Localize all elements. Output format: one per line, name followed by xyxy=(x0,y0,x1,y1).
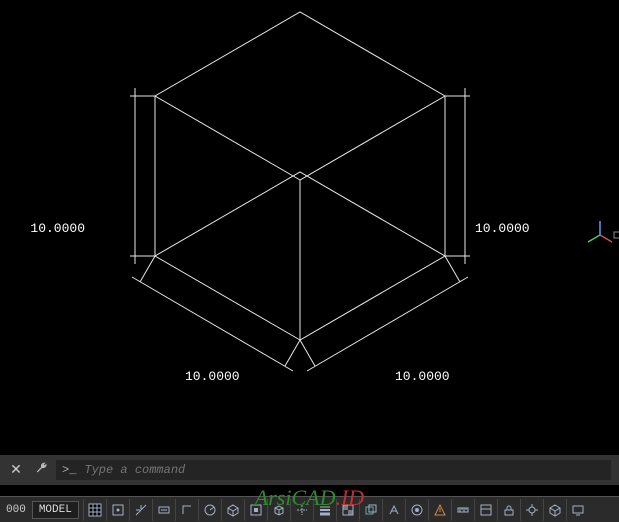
command-prompt-icon: >_ xyxy=(62,463,76,477)
infer-icon[interactable] xyxy=(129,499,152,521)
dim-bottom-left: 10.0000 xyxy=(132,256,300,384)
cleanscreen-icon[interactable] xyxy=(566,499,589,521)
annoscale-icon[interactable] xyxy=(382,499,405,521)
otrack-icon[interactable] xyxy=(290,499,313,521)
grid-icon[interactable] xyxy=(83,499,106,521)
dim-left-height-label: 10.0000 xyxy=(30,221,85,236)
polar-icon[interactable] xyxy=(198,499,221,521)
command-input-field[interactable]: >_ xyxy=(56,460,611,480)
drawing-canvas: 10.0000 10.0000 10.0000 10.0000 xyxy=(0,0,619,455)
annomon-icon[interactable] xyxy=(428,499,451,521)
ucs-icon xyxy=(588,221,619,242)
dim-bottom-right: 10.0000 xyxy=(300,256,468,384)
dim-right-height-label: 10.0000 xyxy=(475,221,530,236)
3dosnap-icon[interactable] xyxy=(267,499,290,521)
quickprops-icon[interactable] xyxy=(474,499,497,521)
isolate-icon[interactable] xyxy=(520,499,543,521)
cmd-close-button[interactable]: ✕ xyxy=(6,460,26,480)
model-space-button[interactable]: MODEL xyxy=(32,501,79,519)
lock-ui-icon[interactable] xyxy=(497,499,520,521)
cmd-customize-button[interactable] xyxy=(32,460,52,480)
close-icon: ✕ xyxy=(10,462,22,479)
dim-left-height: 10.0000 xyxy=(30,88,155,264)
dim-right-height: 10.0000 xyxy=(445,88,530,264)
osnap-icon[interactable] xyxy=(244,499,267,521)
lineweight-icon[interactable] xyxy=(313,499,336,521)
coord-readout: 000 xyxy=(0,504,32,516)
workspace-icon[interactable] xyxy=(405,499,428,521)
command-input[interactable] xyxy=(82,462,611,478)
wrench-icon xyxy=(35,461,49,480)
dim-bottom-left-label: 10.0000 xyxy=(185,369,240,384)
snap-icon[interactable] xyxy=(106,499,129,521)
dyn-input-icon[interactable] xyxy=(152,499,175,521)
transparency-icon[interactable] xyxy=(336,499,359,521)
ortho-icon[interactable] xyxy=(175,499,198,521)
status-bar: 000 MODEL xyxy=(0,496,619,522)
hardware-icon[interactable] xyxy=(543,499,566,521)
command-bar: ✕ >_ xyxy=(0,455,619,485)
cycle-icon[interactable] xyxy=(359,499,382,521)
dim-bottom-right-label: 10.0000 xyxy=(395,369,450,384)
drawing-viewport[interactable]: 10.0000 10.0000 10.0000 10.0000 xyxy=(0,0,619,455)
units-icon[interactable] xyxy=(451,499,474,521)
isodraft-icon[interactable] xyxy=(221,499,244,521)
